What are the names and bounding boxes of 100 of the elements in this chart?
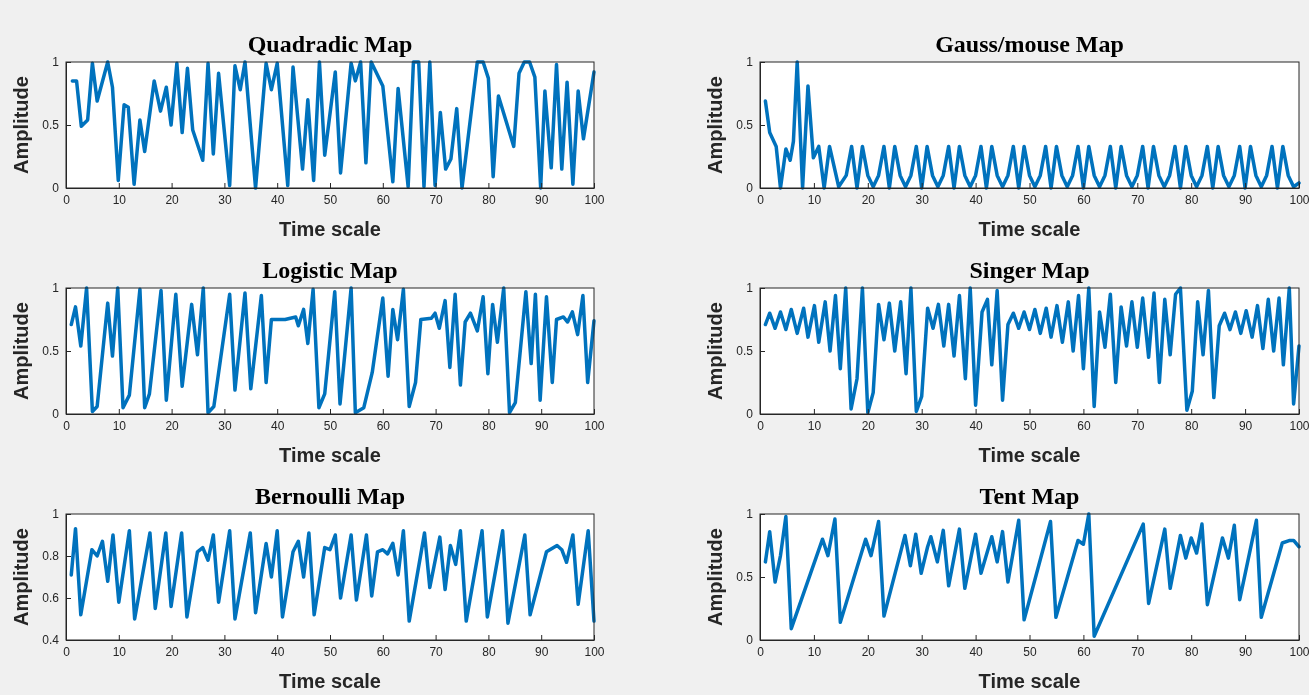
y-tick-label: 0.5 [736,344,754,359]
x-tick-label: 40 [969,644,984,659]
x-tick-label: 0 [63,644,71,659]
y-axis-title: Amplitude [10,528,32,626]
x-tick-label: 20 [861,418,876,433]
x-tick-label: 80 [482,644,496,659]
x-tick-label: 100 [584,192,605,207]
x-tick-label: 90 [535,644,549,659]
x-tick-label: 40 [271,192,285,207]
x-axis-title: Time scale [279,670,381,692]
x-tick-label: 90 [535,192,549,207]
x-tick-label: 80 [1185,192,1199,207]
chart-title: Bernoulli Map [254,483,406,509]
x-tick-label: 60 [376,192,391,207]
y-axis-title: Amplitude [704,302,726,400]
x-tick-label: 70 [1131,644,1145,659]
y-axis-title: Amplitude [704,528,726,626]
x-axis-title: Time scale [279,218,381,240]
x-tick-label: 100 [584,644,605,659]
x-tick-label: 50 [323,418,338,433]
y-axis-title: Amplitude [704,76,726,174]
x-axis-title: Time scale [978,218,1081,240]
x-tick-label: 20 [861,644,876,659]
chart-title: Singer Map [969,257,1090,283]
y-tick-label: 0 [746,633,754,648]
x-tick-label: 40 [271,644,285,659]
x-tick-label: 30 [915,418,930,433]
x-tick-label: 90 [1238,418,1253,433]
x-tick-label: 50 [323,644,338,659]
x-tick-label: 60 [376,644,391,659]
x-tick-label: 40 [271,418,285,433]
y-tick-label: 0.5 [736,118,754,133]
x-tick-label: 70 [1131,418,1145,433]
x-tick-label: 20 [861,192,876,207]
x-axis-title: Time scale [978,670,1081,692]
y-tick-label: 1 [52,55,60,70]
line-series [69,526,596,625]
x-tick-label: 10 [807,192,822,207]
x-tick-label: 100 [1289,192,1309,207]
x-axis-title: Time scale [279,444,381,466]
x-tick-label: 10 [807,644,822,659]
x-tick-label: 30 [915,644,930,659]
x-tick-label: 100 [1289,644,1309,659]
x-tick-label: 0 [63,418,71,433]
y-tick-label: 0.5 [42,344,60,359]
line-series [70,60,596,190]
x-tick-label: 10 [112,418,127,433]
x-tick-label: 30 [915,192,930,207]
x-tick-label: 80 [482,192,496,207]
x-tick-label: 50 [1023,418,1037,433]
x-tick-label: 60 [376,418,391,433]
x-tick-label: 50 [1023,192,1037,207]
x-tick-label: 10 [807,418,822,433]
x-tick-label: 100 [1289,418,1309,433]
x-tick-label: 100 [584,418,605,433]
x-axis-title: Time scale [978,444,1081,466]
y-tick-label: 0.8 [42,549,60,564]
x-tick-label: 70 [429,644,444,659]
x-tick-label: 90 [1238,192,1253,207]
x-tick-label: 50 [323,192,338,207]
y-tick-label: 1 [52,281,60,296]
x-tick-label: 70 [429,418,444,433]
x-tick-label: 50 [1023,644,1037,659]
y-axis-title: Amplitude [10,76,32,174]
y-tick-label: 0.5 [736,570,754,585]
y-tick-label: 0.6 [42,591,60,606]
x-tick-label: 10 [112,644,127,659]
y-tick-label: 1 [746,507,754,522]
y-tick-label: 0 [746,407,754,422]
x-tick-label: 80 [482,418,496,433]
chart-title: Tent Map [979,483,1080,509]
x-tick-label: 0 [757,644,765,659]
x-tick-label: 0 [757,192,765,207]
x-tick-label: 30 [218,192,232,207]
x-tick-label: 60 [1077,192,1091,207]
x-tick-label: 20 [165,644,180,659]
x-tick-label: 60 [1077,418,1091,433]
y-tick-label: 0.4 [42,633,60,648]
x-tick-label: 90 [535,418,549,433]
x-tick-label: 40 [969,192,984,207]
chart-title: Logistic Map [262,257,398,283]
x-tick-label: 70 [1131,192,1145,207]
x-tick-label: 10 [112,192,127,207]
x-tick-label: 90 [1238,644,1253,659]
x-tick-label: 80 [1185,418,1199,433]
x-tick-label: 30 [218,644,232,659]
x-tick-label: 0 [63,192,71,207]
x-tick-label: 20 [165,418,180,433]
y-axis-title: Amplitude [10,302,32,400]
x-tick-label: 80 [1185,644,1199,659]
x-tick-label: 0 [757,418,765,433]
chart-title: Gauss/mouse Map [935,31,1124,57]
x-tick-label: 20 [165,192,180,207]
y-tick-label: 0.5 [42,118,60,133]
chart-title: Quadradic Map [247,31,413,57]
x-tick-label: 70 [429,192,444,207]
x-tick-label: 40 [969,418,984,433]
x-tick-label: 30 [218,418,232,433]
y-tick-label: 1 [746,55,754,70]
y-tick-label: 1 [746,281,754,296]
